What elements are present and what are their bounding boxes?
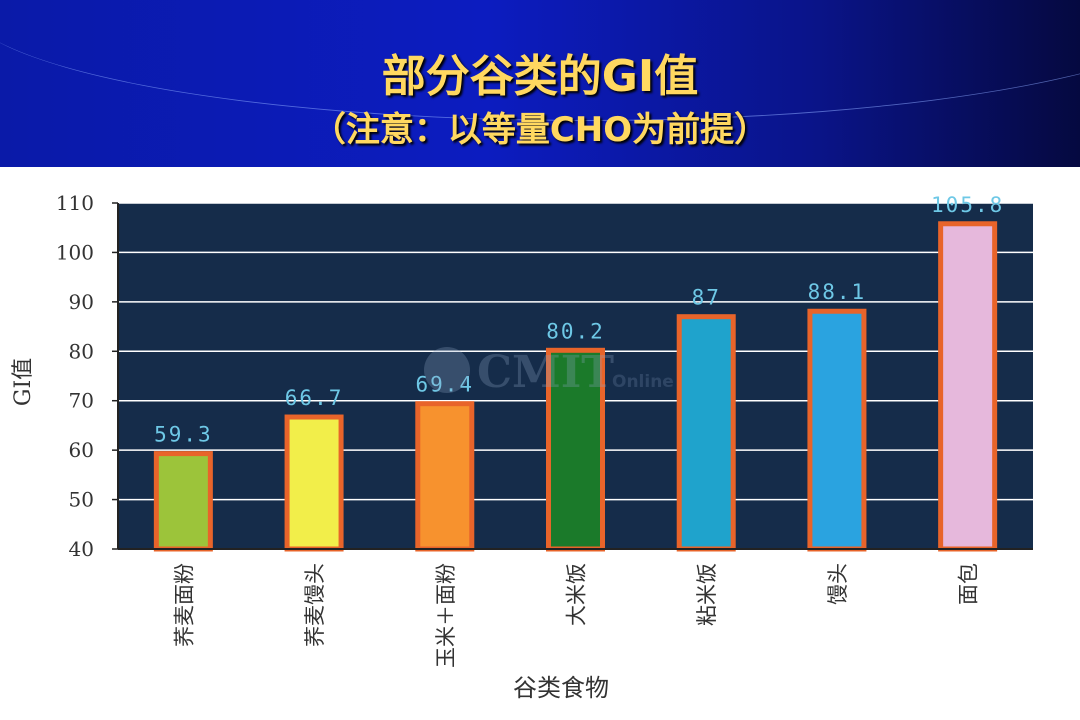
bar (807, 308, 867, 552)
bar (546, 347, 605, 552)
y-tick-label: 110 (56, 191, 94, 215)
y-axis-title: GI值 (11, 358, 36, 406)
watermark-subtext: Online (612, 372, 674, 392)
watermark-text: CMIT (477, 347, 614, 398)
bar (284, 414, 344, 552)
x-axis-title: 谷类食物 (513, 674, 609, 702)
watermark-globe-icon (424, 347, 470, 393)
bar-chart: 40 50 60 70 80 90 100 110 59.3 66.7 69.4 80.2 87 88.… (11, 191, 1033, 702)
bar-value-label: 87 (692, 286, 721, 310)
x-tick-label: 荞麦面粉 (172, 563, 196, 647)
x-tick-label: 面包 (957, 563, 981, 605)
header-decoration (0, 0, 1080, 121)
slide-header: 部分谷类的GI值 （注意：以等量CHO为前提） (0, 0, 1080, 167)
bar (938, 221, 998, 552)
bar (415, 401, 475, 552)
y-axis: 40 50 60 70 80 90 100 110 (56, 191, 119, 561)
y-tick-label: 40 (69, 537, 94, 561)
x-tick-label: 粘米饭 (695, 563, 719, 626)
x-tick-label: 馒头 (826, 563, 850, 605)
y-tick-label: 50 (69, 488, 94, 512)
bar (676, 314, 736, 552)
y-tick-label: 80 (69, 339, 94, 363)
bar-value-label: 59.3 (154, 423, 213, 447)
slide-subtitle: （注意：以等量CHO为前提） (311, 110, 769, 150)
x-tick-label: 大米饭 (565, 563, 589, 626)
bar (153, 451, 213, 552)
x-tick-label: 荞麦馒头 (303, 563, 327, 647)
y-tick-label: 70 (69, 389, 94, 413)
y-tick-label: 90 (69, 290, 94, 314)
bar-value-label: 105.8 (931, 193, 1004, 217)
x-axis: 荞麦面粉 荞麦馒头 玉米＋面粉 大米饭 粘米饭 馒头 面包 (118, 548, 1033, 668)
bar-value-label: 66.7 (285, 386, 344, 410)
slide-title: 部分谷类的GI值 (381, 51, 699, 102)
y-tick-label: 60 (69, 438, 94, 462)
bar-value-label: 80.2 (546, 319, 605, 343)
y-tick-label: 100 (56, 240, 94, 264)
x-tick-label: 玉米＋面粉 (434, 563, 458, 668)
watermark: CMIT Online (424, 347, 674, 398)
bar-value-label: 69.4 (415, 373, 474, 397)
bar-value-label: 88.1 (808, 280, 867, 304)
